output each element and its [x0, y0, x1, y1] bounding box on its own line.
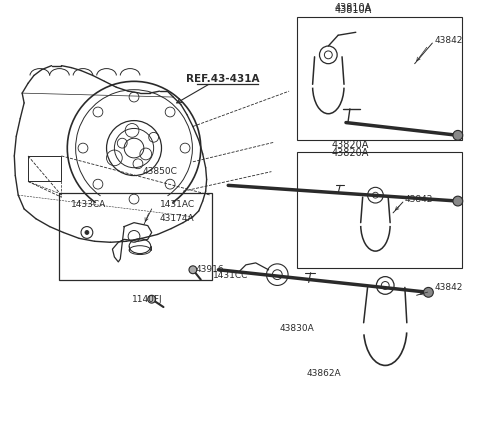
Text: 43174A: 43174A [159, 214, 194, 223]
Text: 43830A: 43830A [279, 324, 314, 333]
Text: 43820A: 43820A [331, 140, 369, 150]
Bar [297, 17, 462, 140]
Circle shape [148, 295, 156, 303]
Text: 1433CA: 1433CA [71, 200, 107, 208]
Text: 43820A: 43820A [331, 148, 369, 158]
Circle shape [423, 287, 433, 297]
Text: 43916: 43916 [196, 265, 225, 274]
Circle shape [453, 196, 463, 206]
Text: 43810A: 43810A [334, 5, 372, 15]
Text: REF.43-431A: REF.43-431A [186, 75, 259, 85]
Text: 43862A: 43862A [306, 369, 341, 378]
Bar [297, 152, 462, 268]
Text: 43810A: 43810A [334, 3, 372, 13]
Text: 1431CC: 1431CC [213, 271, 248, 280]
Text: 43842: 43842 [434, 36, 463, 44]
Bar [28, 156, 61, 181]
Circle shape [189, 266, 197, 274]
Text: 1140FJ: 1140FJ [132, 295, 163, 304]
Text: 1431AC: 1431AC [159, 200, 195, 208]
Text: 43842: 43842 [405, 194, 433, 204]
Circle shape [85, 231, 89, 235]
Bar [60, 193, 212, 279]
Text: 43842: 43842 [434, 283, 463, 292]
Text: 43850C: 43850C [142, 167, 177, 176]
Circle shape [453, 130, 463, 140]
